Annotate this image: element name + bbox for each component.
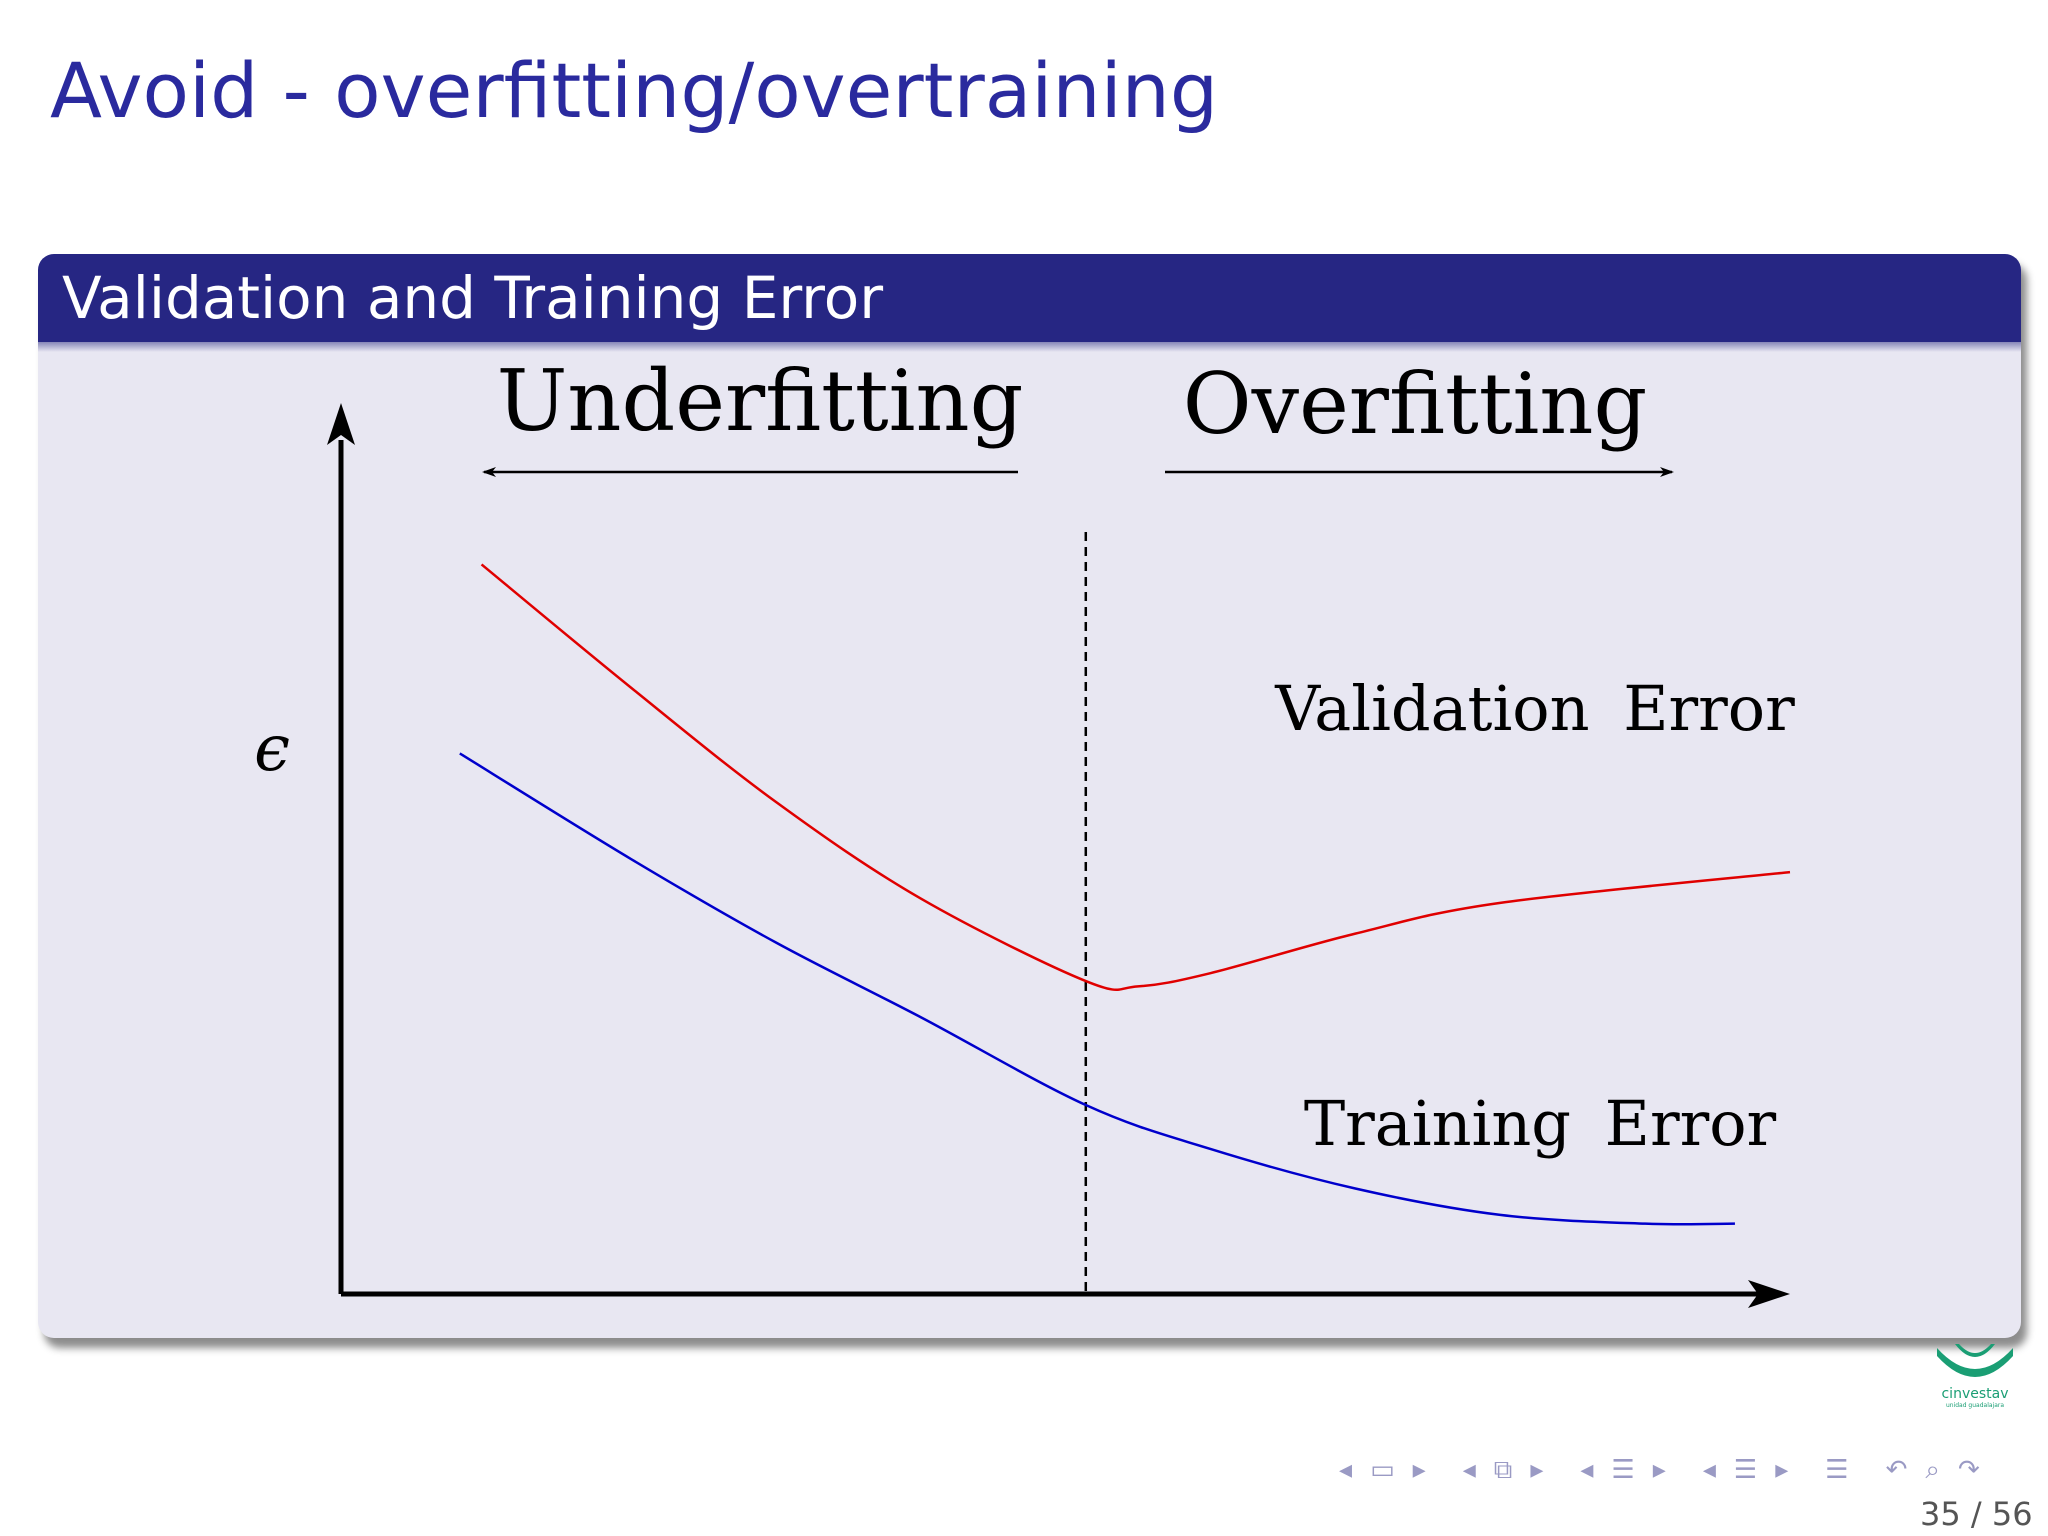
- region-label-underfitting: Underfitting: [497, 352, 1024, 450]
- cinvestav-logo: cinvestav unidad guadalajara: [1937, 1344, 2013, 1409]
- content-block: Validation and Training Error: [38, 254, 2021, 1338]
- slide-title: Avoid - overfitting/overtraining: [50, 46, 1219, 135]
- arrow-right-icon[interactable]: ▸: [1775, 1455, 1789, 1485]
- labels: ϵ Underfitting Overfitting Validation Error…: [254, 352, 1795, 1160]
- training-error-curve: [459, 752, 1735, 1226]
- block-title: Validation and Training Error: [38, 254, 2021, 352]
- y-axis-arrow: [327, 403, 355, 445]
- section-icon[interactable]: ☰: [1611, 1455, 1635, 1485]
- training-error-label: Training Error: [1304, 1087, 1777, 1160]
- menu-icon[interactable]: ☰: [1825, 1455, 1849, 1485]
- frame-icon[interactable]: ▭: [1370, 1455, 1395, 1485]
- x-axis-arrow: [1748, 1280, 1790, 1308]
- validation-error-label: Validation Error: [1274, 672, 1795, 745]
- redo-icon[interactable]: ↷: [1957, 1455, 1980, 1485]
- logo-subtext: unidad guadalajara: [1946, 1402, 2004, 1409]
- axes: [327, 403, 1790, 1308]
- search-icon[interactable]: ⌕: [1925, 1454, 1940, 1485]
- series: [459, 563, 1791, 1226]
- arrow-right-icon[interactable]: ▸: [1530, 1455, 1544, 1485]
- doc-icon[interactable]: ☰: [1733, 1455, 1758, 1485]
- validation-error-curve: [480, 563, 1791, 991]
- y-axis-label: ϵ: [254, 712, 290, 786]
- logo-text: cinvestav: [1941, 1386, 2008, 1402]
- arrow-right-icon[interactable]: ▸: [1412, 1455, 1426, 1485]
- subsection-icon[interactable]: ⧉: [1493, 1454, 1513, 1485]
- undo-icon[interactable]: ↶: [1885, 1455, 1908, 1485]
- page-number: 35 / 56: [1920, 1495, 2033, 1533]
- arrow-left-icon[interactable]: ◂: [1462, 1455, 1476, 1485]
- arrow-left-icon[interactable]: ◂: [1339, 1455, 1353, 1485]
- arrow-left-icon[interactable]: ◂: [1580, 1455, 1594, 1485]
- arrow-right-icon[interactable]: ▸: [1652, 1455, 1666, 1485]
- beamer-navigation: ◂ ▭ ▸ ◂ ⧉ ▸ ◂ ☰ ▸ ◂ ☰ ▸ ☰ ↶ ⌕ ↷: [1330, 1450, 1989, 1490]
- region-label-overfitting: Overfitting: [1183, 355, 1647, 453]
- arrow-left-icon[interactable]: ◂: [1702, 1455, 1716, 1485]
